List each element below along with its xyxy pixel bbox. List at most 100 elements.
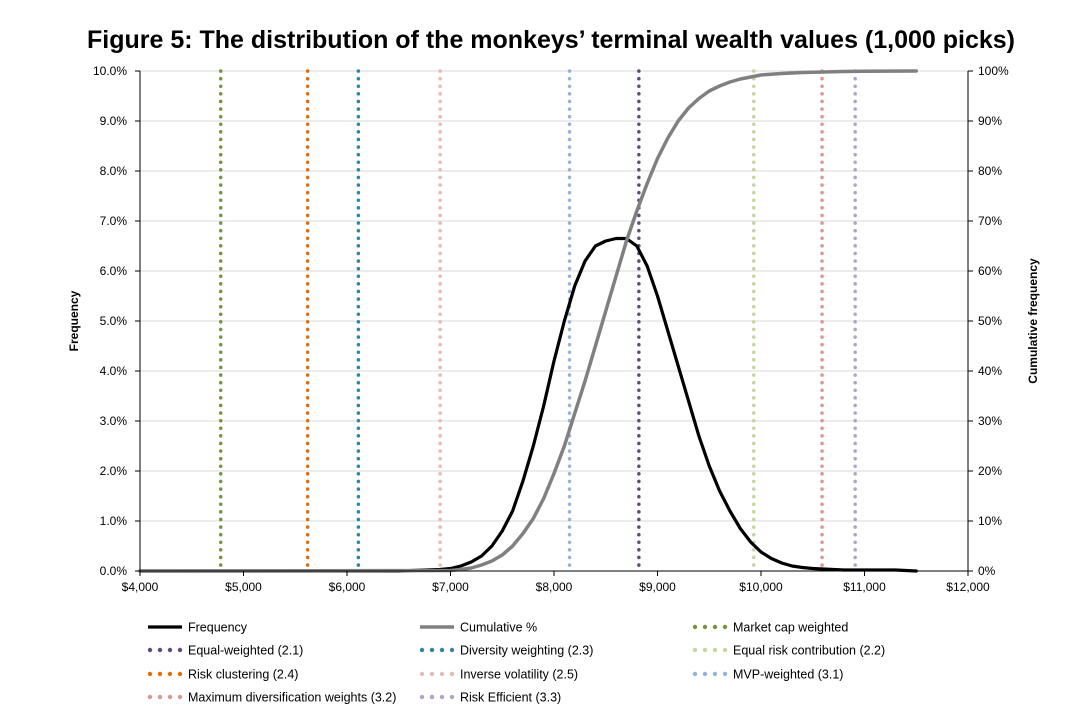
chart-title: Figure 5: The distribution of the monkey… xyxy=(87,26,1015,54)
legend-item: MVP-weighted (3.1) xyxy=(692,668,843,682)
legend-label: MVP-weighted (3.1) xyxy=(733,668,843,682)
legend-dot xyxy=(167,694,173,700)
legend-item: Risk clustering (2.4) xyxy=(147,668,298,682)
legend-dot xyxy=(429,647,435,653)
legend-label: Market cap weighted xyxy=(733,621,848,635)
y-tick-label: 3.0% xyxy=(100,414,128,428)
x-tick-label: $10,000 xyxy=(739,580,783,594)
legend-swatch xyxy=(692,671,728,677)
x-tick-label: $6,000 xyxy=(329,580,366,594)
legend-label: Equal-weighted (2.1) xyxy=(188,644,303,658)
legend-swatch xyxy=(419,671,455,677)
y2-tick-label: 30% xyxy=(978,414,1002,428)
legend-dot xyxy=(722,647,728,653)
legend-dot xyxy=(702,647,708,653)
legend-dot xyxy=(147,647,153,653)
legend-dot xyxy=(429,694,435,700)
legend-dot xyxy=(419,647,425,653)
y2-tick-label: 0% xyxy=(978,564,996,578)
legend-dot xyxy=(692,647,698,653)
series-lines xyxy=(138,69,918,573)
y-tick-label: 6.0% xyxy=(100,264,128,278)
y-tick-label: 9.0% xyxy=(100,114,128,128)
y-tick-label: 8.0% xyxy=(100,164,128,178)
y2-tick-label: 60% xyxy=(978,264,1002,278)
marker-lines xyxy=(218,69,857,573)
legend-dot xyxy=(692,624,698,630)
x-tick-label: $9,000 xyxy=(639,580,676,594)
legend-item: Market cap weighted xyxy=(692,621,848,635)
x-tick-label: $8,000 xyxy=(536,580,573,594)
legend-dot xyxy=(147,671,153,677)
grid xyxy=(140,70,968,572)
legend-swatch xyxy=(147,694,183,700)
legend-dot xyxy=(439,671,445,677)
legend-dot xyxy=(177,647,183,653)
legend-dot xyxy=(439,694,445,700)
legend-item: Cumulative % xyxy=(420,621,537,635)
legend-dot xyxy=(702,671,708,677)
frequency-line xyxy=(138,236,918,573)
y2-tick-label: 90% xyxy=(978,114,1002,128)
legend-label: Risk Efficient (3.3) xyxy=(460,691,561,705)
legend-dot xyxy=(712,624,718,630)
legend-label: Equal risk contribution (2.2) xyxy=(733,644,885,658)
legend-label: Diversity weighting (2.3) xyxy=(460,644,593,658)
legend-swatch xyxy=(419,694,455,700)
y2-tick-label: 10% xyxy=(978,514,1002,528)
y2-tick-label: 50% xyxy=(978,314,1002,328)
y-tick-label: 10.0% xyxy=(93,64,127,78)
legend-swatch xyxy=(419,647,455,653)
legend-dot xyxy=(712,671,718,677)
legend-dot xyxy=(167,671,173,677)
legend-item: Maximum diversification weights (3.2) xyxy=(147,691,396,705)
legend-dot xyxy=(722,624,728,630)
legend-item: Equal risk contribution (2.2) xyxy=(692,644,885,658)
legend-dot xyxy=(439,647,445,653)
y-tick-label: 4.0% xyxy=(100,364,128,378)
legend-dot xyxy=(147,694,153,700)
x-tick-label: $4,000 xyxy=(122,580,159,594)
y2-tick-label: 70% xyxy=(978,214,1002,228)
legend-label: Risk clustering (2.4) xyxy=(188,668,298,682)
y2-tick-label: 100% xyxy=(978,64,1009,78)
axes: $4,000 $5,000 $6,000 $7,000 $8,000 $9,000 $10,… xyxy=(93,64,1009,594)
y-tick-label: 0.0% xyxy=(100,564,128,578)
y-axis-title: Frequency xyxy=(67,290,81,351)
legend-label: Maximum diversification weights (3.2) xyxy=(188,691,396,705)
legend-dot xyxy=(449,671,455,677)
x-tick-label: $5,000 xyxy=(225,580,262,594)
legend-dot xyxy=(157,647,163,653)
legend-swatch xyxy=(692,647,728,653)
legend-dot xyxy=(419,694,425,700)
legend-dot xyxy=(722,671,728,677)
legend-dot xyxy=(177,694,183,700)
legend-item: Equal-weighted (2.1) xyxy=(147,644,303,658)
legend: Frequency Cumulative % Market cap weighted… xyxy=(147,621,885,705)
legend-item: Frequency xyxy=(148,621,248,635)
cumulative-line xyxy=(138,69,918,573)
y2-tick-label: 80% xyxy=(978,164,1002,178)
legend-dot xyxy=(449,647,455,653)
legend-label: Cumulative % xyxy=(460,621,537,635)
legend-dot xyxy=(419,671,425,677)
legend-dot xyxy=(157,671,163,677)
legend-dot xyxy=(177,671,183,677)
legend-label: Frequency xyxy=(188,621,248,635)
y-tick-label: 7.0% xyxy=(100,214,128,228)
legend-item: Risk Efficient (3.3) xyxy=(419,691,561,705)
y-tick-label: 5.0% xyxy=(100,314,128,328)
legend-swatch xyxy=(692,624,728,630)
x-tick-label: $11,000 xyxy=(843,580,886,594)
y-tick-label: 2.0% xyxy=(100,464,128,478)
legend-swatch xyxy=(147,671,183,677)
legend-swatch xyxy=(147,647,183,653)
legend-label: Inverse volatility (2.5) xyxy=(460,668,578,682)
legend-dot xyxy=(712,647,718,653)
y2-tick-label: 20% xyxy=(978,464,1002,478)
legend-dot xyxy=(429,671,435,677)
y2-axis-title: Cumulative frequency xyxy=(1026,258,1040,384)
legend-item: Diversity weighting (2.3) xyxy=(419,644,593,658)
